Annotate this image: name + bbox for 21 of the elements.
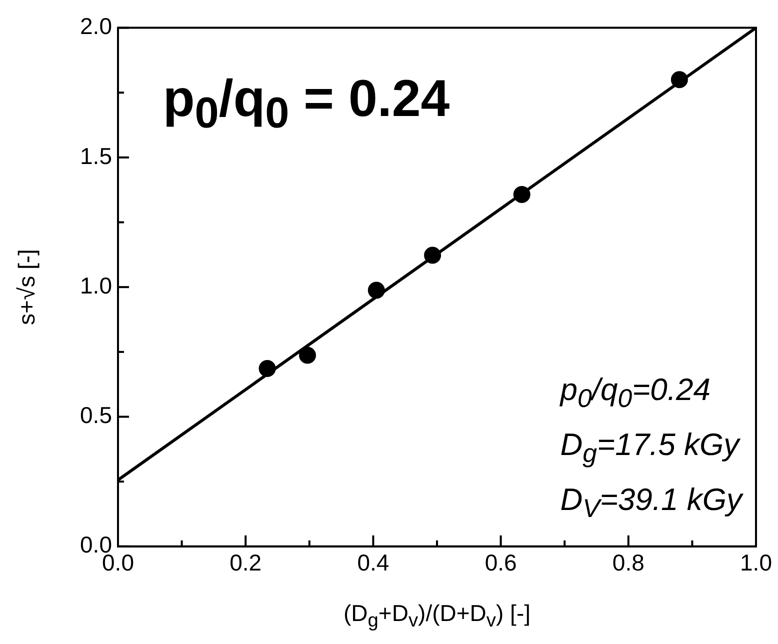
- x-tick-label: 1.0: [740, 550, 772, 576]
- annotation: p$_{0}$/q$_{0}$ = 0.24: [163, 70, 450, 138]
- point: [368, 282, 385, 299]
- x-axis-title: (D$_{g}$+D$_{v}$)/(D+D$_{v}$) [-]: [342, 600, 532, 633]
- x-tick-label: 0.8: [612, 550, 644, 576]
- annotation: D$_{g}$=17.5 kGy: [560, 426, 742, 470]
- point: [513, 186, 530, 204]
- point: [298, 346, 316, 364]
- x-tick-label: 0.4: [357, 550, 390, 576]
- y-axis-title: s+√s [-]: [14, 249, 40, 326]
- y-tick-label: 1.5: [80, 142, 112, 169]
- y-tick-label: 2.0: [80, 13, 112, 40]
- x-tick-label: 0.2: [230, 550, 262, 576]
- y-tick-label: 0.5: [80, 402, 112, 428]
- point: [670, 71, 688, 88]
- annotation: D$_{V}$=39.1 kGy: [560, 481, 742, 526]
- x-tick-label: 0.6: [484, 550, 517, 576]
- point: [424, 246, 442, 264]
- point: [258, 360, 276, 378]
- annotation: p$_{0}$/q$_{0}$=0.24: [560, 370, 712, 416]
- y-tick-label: 1.0: [80, 272, 112, 298]
